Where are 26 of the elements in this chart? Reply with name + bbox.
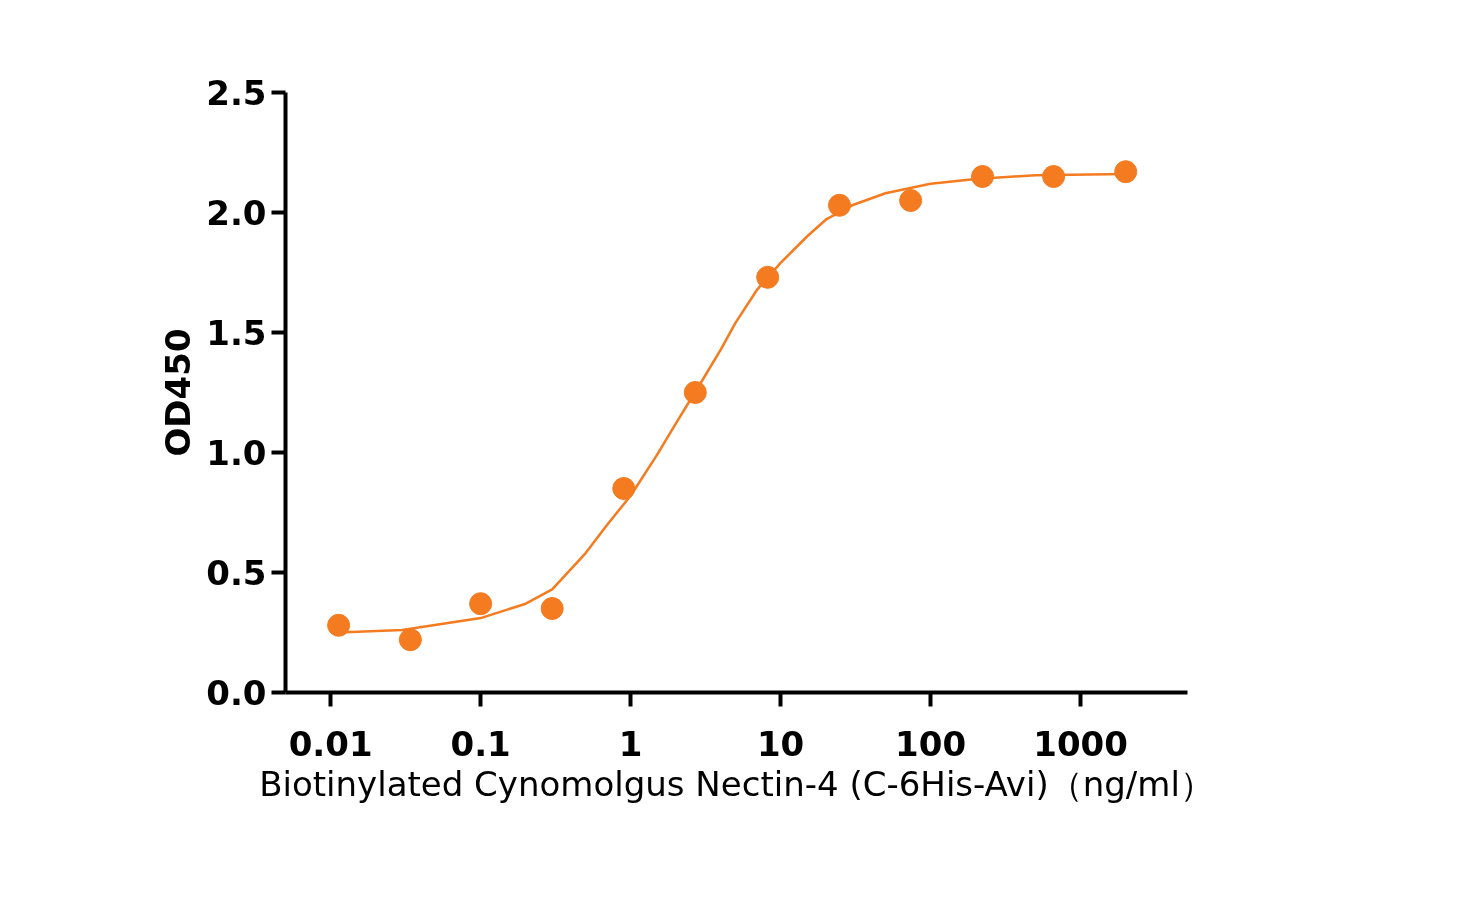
x-tick-label: 10 — [756, 723, 805, 764]
x-tick-label: 1000 — [1033, 723, 1128, 764]
point — [612, 477, 636, 500]
y-axis-title: OD450 — [158, 328, 199, 457]
point — [1114, 160, 1138, 184]
point — [683, 381, 707, 404]
x-tick-label: 0.01 — [288, 723, 373, 764]
point — [756, 265, 780, 289]
y-tick-label: 1.0 — [206, 433, 267, 473]
point — [828, 193, 851, 217]
y-tick-label: 1.5 — [206, 313, 267, 353]
y-tick-label: 2.0 — [206, 193, 267, 233]
x-tick-label: 0.1 — [450, 723, 511, 764]
x-tick-label: 100 — [895, 723, 967, 764]
point — [398, 628, 422, 652]
point — [899, 189, 923, 212]
point — [469, 592, 493, 616]
y-tick-label: 2.5 — [206, 73, 267, 113]
x-tick-label: 1 — [618, 723, 643, 764]
y-tick-label: 0.5 — [206, 553, 267, 593]
point — [971, 165, 995, 188]
point — [327, 613, 351, 637]
point — [1042, 165, 1066, 188]
x-axis-title: Biotinylated Cynomolgus Nectin-4 (C-6His-Avi)（ng/ml） — [259, 763, 1214, 804]
y-tick-label: 0.0 — [206, 673, 267, 713]
point — [540, 597, 564, 620]
